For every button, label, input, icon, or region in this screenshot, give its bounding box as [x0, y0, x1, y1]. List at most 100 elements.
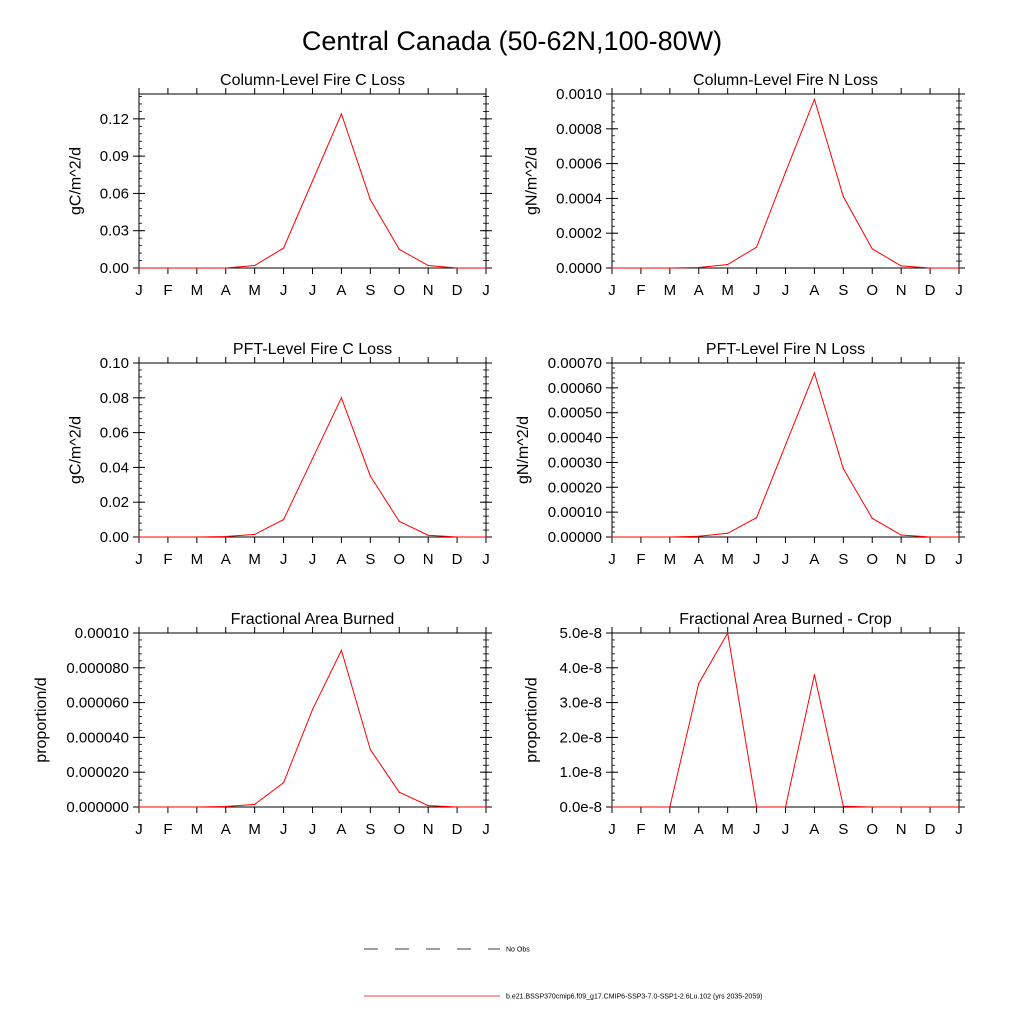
data-point [311, 458, 314, 460]
x-tick-label: A [809, 821, 819, 838]
y-axis-label: gC/m^2/d [68, 147, 85, 215]
x-tick-label: J [753, 821, 761, 838]
x-tick-label: J [309, 282, 317, 299]
x-tick-label: N [896, 282, 907, 299]
x-tick-label: J [135, 551, 143, 568]
y-tick-label: 0.0000 [556, 260, 602, 277]
x-tick-label: A [694, 551, 704, 568]
x-tick-label: A [221, 821, 231, 838]
data-point [340, 113, 343, 115]
data-point [784, 171, 787, 173]
data-point [929, 267, 931, 269]
plot-frame [611, 632, 960, 808]
series-line [139, 112, 486, 269]
y-tick-label: 0.0010 [556, 86, 602, 103]
data-point [640, 536, 642, 538]
data-point [167, 806, 169, 808]
x-tick-label: F [636, 551, 645, 568]
x-tick-label: F [636, 282, 645, 299]
y-tick-label: 0.00020 [548, 479, 602, 496]
x-tick-label: A [809, 282, 819, 299]
data-point [611, 536, 613, 538]
panel-title: Fractional Area Burned - Crop [679, 611, 892, 628]
x-tick-label: M [664, 282, 677, 299]
x-tick-label: A [336, 282, 346, 299]
y-tick-label: 1.0e-8 [559, 764, 602, 781]
data-point [282, 519, 285, 521]
y-tick-label: 0.10 [100, 355, 129, 372]
x-tick-label: J [280, 551, 288, 568]
x-tick-label: A [694, 282, 704, 299]
data-point [871, 248, 873, 250]
x-tick-label: M [721, 551, 734, 568]
y-tick-label: 0.0006 [556, 156, 602, 173]
data-point [640, 806, 642, 808]
y-tick-label: 0.00030 [548, 454, 602, 471]
x-tick-label: A [221, 551, 231, 568]
data-point [871, 517, 873, 519]
data-point [669, 267, 671, 269]
data-point [398, 248, 400, 250]
data-point [254, 533, 256, 535]
y-axis-label: gN/m^2/d [515, 416, 532, 484]
data-point [669, 536, 671, 538]
y-tick-label: 0.00070 [548, 355, 602, 372]
data-point [254, 803, 256, 805]
data-point [196, 267, 198, 269]
x-tick-label: O [866, 821, 878, 838]
x-tick-label: M [248, 551, 261, 568]
x-tick-label: F [163, 821, 172, 838]
y-tick-label: 0.00000 [548, 529, 602, 546]
data-point [311, 708, 314, 711]
x-tick-label: A [336, 551, 346, 568]
data-point [254, 264, 256, 267]
x-tick-label: D [452, 282, 463, 299]
x-tick-label: D [452, 551, 463, 568]
x-tick-label: J [608, 282, 616, 299]
y-tick-label: 0.0004 [556, 190, 602, 207]
x-tick-label: J [482, 551, 490, 568]
y-tick-label: 0.00010 [548, 504, 602, 521]
x-tick-label: O [393, 282, 405, 299]
x-tick-label: J [309, 551, 317, 568]
data-point [225, 805, 227, 808]
y-tick-label: 0.000020 [66, 764, 129, 781]
y-tick-label: 0.000040 [66, 729, 129, 746]
data-point [282, 247, 285, 249]
data-point [340, 649, 343, 652]
data-point [755, 806, 758, 808]
y-tick-label: 0.12 [100, 111, 129, 128]
panel-title: Column-Level Fire N Loss [693, 72, 878, 89]
data-point [958, 267, 960, 269]
x-tick-label: J [482, 821, 490, 838]
data-point [640, 267, 642, 269]
plot-frame [611, 93, 960, 269]
data-point [485, 536, 487, 538]
x-tick-label: M [721, 282, 734, 299]
x-tick-label: J [753, 282, 761, 299]
data-point [282, 782, 285, 784]
x-tick-label: J [608, 821, 616, 838]
data-point [958, 806, 960, 808]
x-tick-label: D [452, 821, 463, 838]
y-tick-label: 0.03 [100, 223, 129, 240]
panel-title: PFT-Level Fire C Loss [233, 341, 392, 358]
data-point [427, 264, 429, 267]
series-line [139, 396, 486, 538]
x-tick-label: S [365, 551, 375, 568]
x-tick-label: F [636, 821, 645, 838]
series-line [139, 649, 486, 808]
y-tick-label: 0.00010 [75, 625, 129, 642]
y-tick-label: 0.04 [100, 459, 129, 476]
y-axis-label: proportion/d [33, 677, 50, 762]
data-point [167, 267, 169, 269]
data-point [398, 520, 400, 522]
data-point [456, 536, 458, 538]
y-tick-label: 0.0e-8 [559, 799, 602, 816]
x-tick-label: J [482, 282, 490, 299]
data-point [167, 536, 169, 538]
